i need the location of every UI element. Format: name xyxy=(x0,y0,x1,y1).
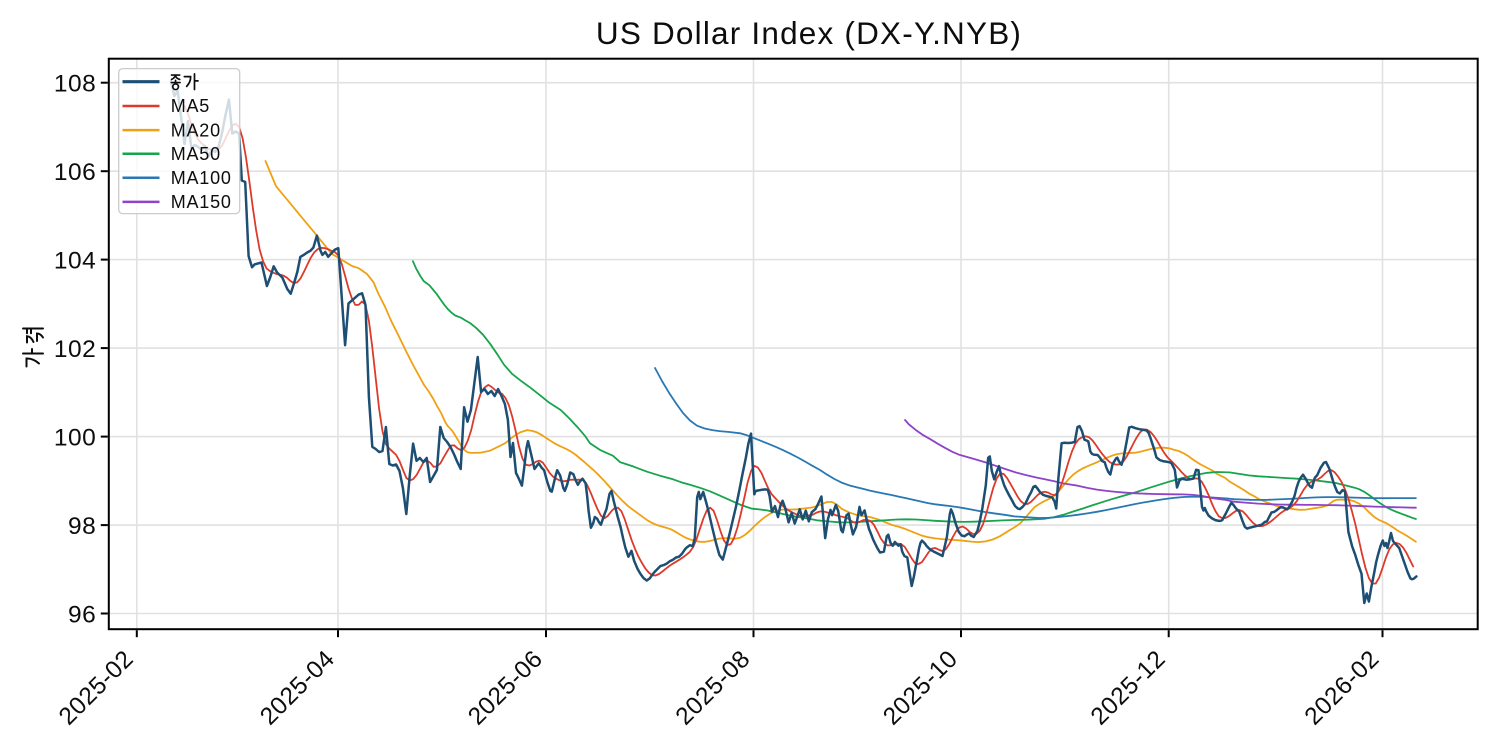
svg-text:US Dollar Index (DX-Y.NYB): US Dollar Index (DX-Y.NYB) xyxy=(596,15,1022,51)
svg-text:102: 102 xyxy=(54,336,96,363)
svg-text:MA150: MA150 xyxy=(171,192,232,212)
svg-text:MA5: MA5 xyxy=(171,96,210,116)
svg-text:106: 106 xyxy=(54,159,96,186)
svg-text:96: 96 xyxy=(68,602,96,629)
svg-text:MA100: MA100 xyxy=(171,168,232,188)
svg-text:104: 104 xyxy=(54,248,96,275)
svg-text:98: 98 xyxy=(68,513,96,540)
svg-text:MA50: MA50 xyxy=(171,144,221,164)
svg-text:100: 100 xyxy=(54,425,96,452)
svg-text:108: 108 xyxy=(54,71,96,98)
svg-text:MA20: MA20 xyxy=(171,120,221,140)
